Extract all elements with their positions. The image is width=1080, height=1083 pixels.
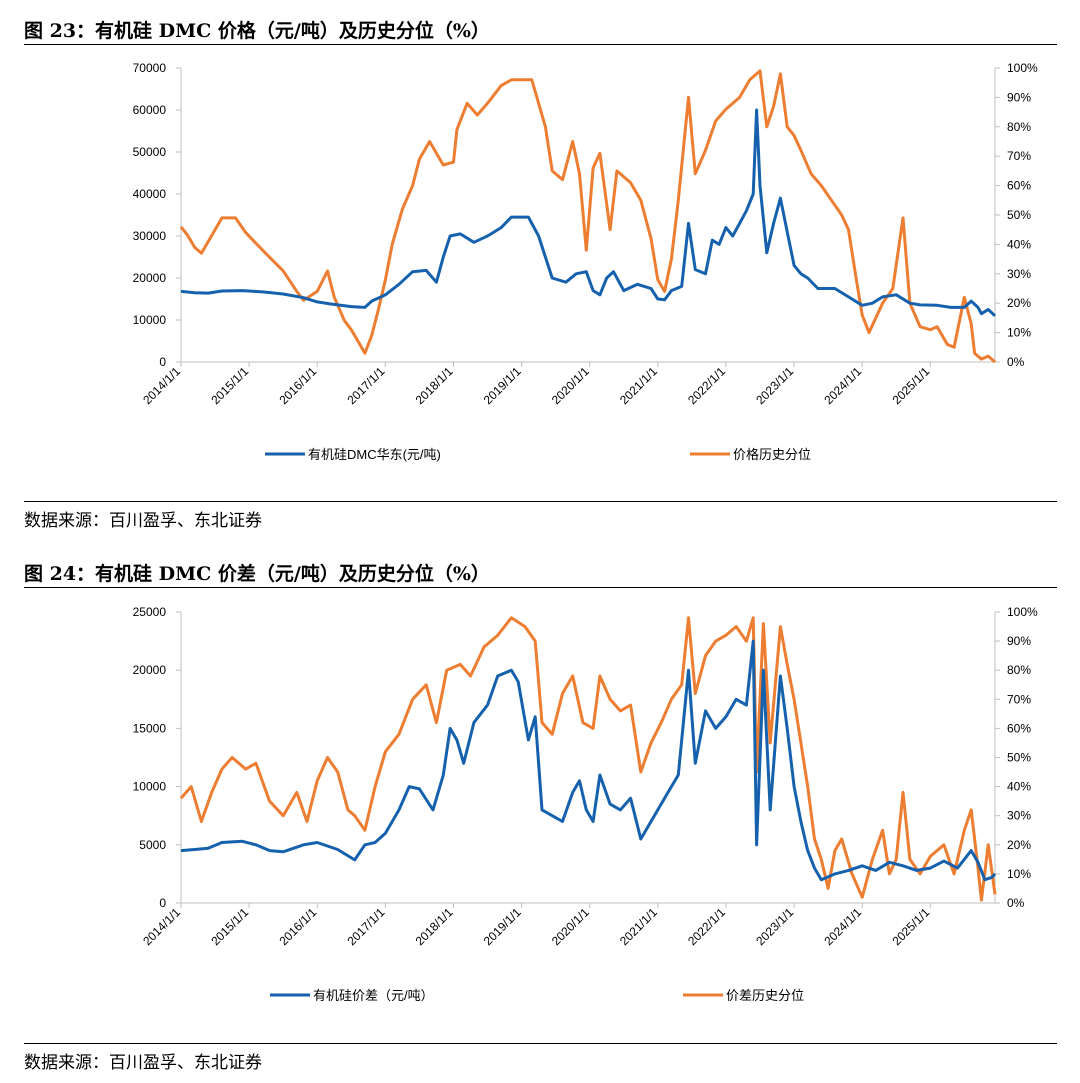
x-tick-label: 2018/1/1 <box>413 364 456 407</box>
left-tick-label: 30000 <box>133 229 167 243</box>
series-line-right-axis <box>179 69 996 364</box>
x-tick-label: 2015/1/1 <box>208 364 251 407</box>
x-tick-label: 2016/1/1 <box>276 905 319 948</box>
right-tick-label: 90% <box>1007 634 1031 648</box>
figure-24-title: 图 24：有机硅 DMC 价差（元/吨）及历史分位（%） <box>24 563 490 585</box>
right-tick-label: 0% <box>1007 896 1025 910</box>
left-tick-label: 20000 <box>133 271 167 285</box>
legend-label: 价格历史分位 <box>733 447 811 462</box>
left-tick-label: 20000 <box>133 663 167 677</box>
price-chart: 0 10000 20000 30000 40000 50000 60000 70000 0% 10… <box>133 61 1038 462</box>
right-tick-label: 70% <box>1007 692 1031 706</box>
right-tick-label: 50% <box>1007 208 1031 222</box>
right-tick-label: 80% <box>1007 663 1031 677</box>
right-tick-label: 70% <box>1007 149 1031 163</box>
x-tick-label: 2024/1/1 <box>821 364 864 407</box>
x-tick-label: 2017/1/1 <box>345 364 388 407</box>
left-tick-label: 40000 <box>133 187 167 201</box>
x-tick-label: 2022/1/1 <box>685 364 728 407</box>
left-tick-label: 25000 <box>133 605 167 619</box>
figure-23-source-rule <box>24 501 1057 502</box>
legend-label: 价差历史分位 <box>726 988 804 1003</box>
x-tick-label: 2019/1/1 <box>481 364 524 407</box>
right-tick-label: 80% <box>1007 120 1031 134</box>
legend-label: 有机硅价差（元/吨） <box>313 988 434 1003</box>
x-tick-label: 2019/1/1 <box>481 905 524 948</box>
right-tick-label: 50% <box>1007 751 1031 765</box>
right-tick-label: 20% <box>1007 838 1031 852</box>
series-line-left-axis <box>180 639 997 882</box>
x-tick-label: 2021/1/1 <box>617 364 660 407</box>
x-tick-label: 2020/1/1 <box>549 364 592 407</box>
right-tick-label: 60% <box>1007 179 1031 193</box>
x-tick-label: 2025/1/1 <box>889 905 932 948</box>
figure-24-source-rule <box>24 1043 1057 1044</box>
figure-24-title-rule <box>24 587 1057 588</box>
x-tick-label: 2015/1/1 <box>208 905 251 948</box>
right-tick-label: 90% <box>1007 90 1031 104</box>
right-tick-label: 20% <box>1007 296 1031 310</box>
right-tick-label: 100% <box>1007 61 1038 75</box>
right-tick-label: 30% <box>1007 809 1031 823</box>
left-tick-label: 60000 <box>133 103 167 117</box>
right-tick-label: 40% <box>1007 237 1031 251</box>
series-line-left-axis <box>180 108 997 317</box>
x-tick-label: 2021/1/1 <box>617 905 660 948</box>
x-tick-label: 2014/1/1 <box>140 905 183 948</box>
right-tick-label: 10% <box>1007 326 1031 340</box>
x-tick-label: 2017/1/1 <box>345 905 388 948</box>
x-tick-label: 2014/1/1 <box>140 364 183 407</box>
legend-label: 有机硅DMC华东(元/吨) <box>308 447 441 462</box>
figure-24-source: 数据来源：百川盈孚、东北证券 <box>24 1053 262 1073</box>
left-tick-label: 10000 <box>133 780 167 794</box>
left-tick-label: 5000 <box>139 838 166 852</box>
figure-23-title-rule <box>24 44 1057 45</box>
x-tick-label: 2016/1/1 <box>276 364 319 407</box>
x-tick-label: 2023/1/1 <box>753 905 796 948</box>
left-tick-label: 70000 <box>133 61 167 75</box>
left-tick-label: 10000 <box>133 313 167 327</box>
right-tick-label: 0% <box>1007 355 1025 369</box>
right-tick-label: 30% <box>1007 267 1031 281</box>
left-tick-label: 0 <box>159 355 166 369</box>
x-tick-label: 2020/1/1 <box>549 905 592 948</box>
x-tick-label: 2024/1/1 <box>821 905 864 948</box>
right-tick-label: 10% <box>1007 867 1031 881</box>
figure-23-title: 图 23：有机硅 DMC 价格（元/吨）及历史分位（%） <box>24 20 490 42</box>
series-line-right-axis <box>179 616 997 902</box>
x-tick-label: 2018/1/1 <box>413 905 456 948</box>
x-tick-label: 2022/1/1 <box>685 905 728 948</box>
x-tick-label: 2023/1/1 <box>753 364 796 407</box>
right-tick-label: 60% <box>1007 721 1031 735</box>
x-tick-label: 2025/1/1 <box>889 364 932 407</box>
left-tick-label: 0 <box>159 896 166 910</box>
right-tick-label: 100% <box>1007 605 1038 619</box>
left-tick-label: 50000 <box>133 145 167 159</box>
right-tick-label: 40% <box>1007 780 1031 794</box>
figure-23-source: 数据来源：百川盈孚、东北证券 <box>24 511 262 531</box>
left-tick-label: 15000 <box>133 721 167 735</box>
spread-chart: 0 5000 10000 15000 20000 25000 0% 10% 20% 30% 40% 5… <box>133 605 1038 1003</box>
